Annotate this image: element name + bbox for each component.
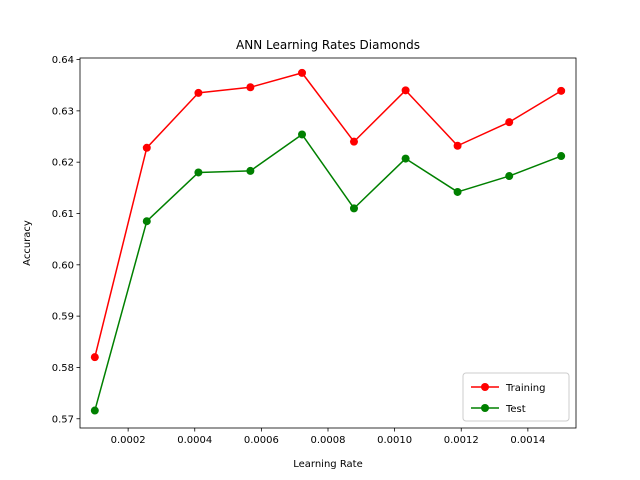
test-data-point <box>453 187 462 196</box>
y-tick-label: 0.57 <box>52 414 74 425</box>
test-data-point <box>349 204 358 213</box>
x-axis-label: Learning Rate <box>293 459 363 470</box>
training-data-point <box>298 68 307 77</box>
y-tick-label: 0.62 <box>52 158 74 169</box>
legend-label-test: Test <box>505 404 526 415</box>
y-tick-label: 0.59 <box>52 312 74 323</box>
chart-title: ANN Learning Rates Diamonds <box>236 38 420 52</box>
y-tick-label: 0.58 <box>52 363 74 374</box>
training-data-point <box>90 353 99 362</box>
training-data-point <box>246 83 255 92</box>
y-axis-label: Accuracy <box>22 220 33 266</box>
test-series-line <box>94 133 562 411</box>
test-data-point <box>194 168 203 177</box>
training-data-point <box>349 137 358 146</box>
test-data-point <box>246 166 255 175</box>
x-axis: 0.0002 0.0004 0.0006 0.0008 0.0010 0.0012 0.00… <box>111 428 545 446</box>
training-data-point <box>194 88 203 97</box>
x-tick-label: 0.0014 <box>510 435 545 446</box>
training-data-point <box>401 86 410 95</box>
training-data-point <box>557 86 566 95</box>
y-tick-label: 0.60 <box>52 260 74 271</box>
training-data-point <box>505 118 514 127</box>
x-tick-label: 0.0002 <box>111 435 146 446</box>
test-data-point <box>298 130 307 139</box>
x-tick-label: 0.0004 <box>177 435 212 446</box>
test-data-point <box>90 406 99 415</box>
training-data-point <box>142 143 151 152</box>
legend: Training Test <box>462 372 570 422</box>
test-data-point <box>401 154 410 163</box>
x-tick-label: 0.0012 <box>444 435 479 446</box>
test-data-point <box>142 217 151 226</box>
legend-label-training: Training <box>505 383 545 394</box>
legend-marker-training <box>481 383 489 391</box>
y-axis: 0.57 0.58 0.59 0.60 0.61 0.62 0.63 0.64 <box>52 55 80 425</box>
legend-marker-test <box>481 404 489 412</box>
x-tick-label: 0.0010 <box>377 435 412 446</box>
y-tick-label: 0.61 <box>52 209 74 220</box>
training-data-point <box>453 141 462 150</box>
x-tick-label: 0.0008 <box>311 435 346 446</box>
legend-box <box>462 372 570 422</box>
test-data-point <box>505 172 514 181</box>
y-tick-label: 0.63 <box>52 106 74 117</box>
y-tick-label: 0.64 <box>52 55 74 66</box>
plot-area <box>90 68 566 415</box>
training-series-line <box>94 72 562 358</box>
test-data-point <box>557 152 566 161</box>
x-tick-label: 0.0006 <box>244 435 279 446</box>
